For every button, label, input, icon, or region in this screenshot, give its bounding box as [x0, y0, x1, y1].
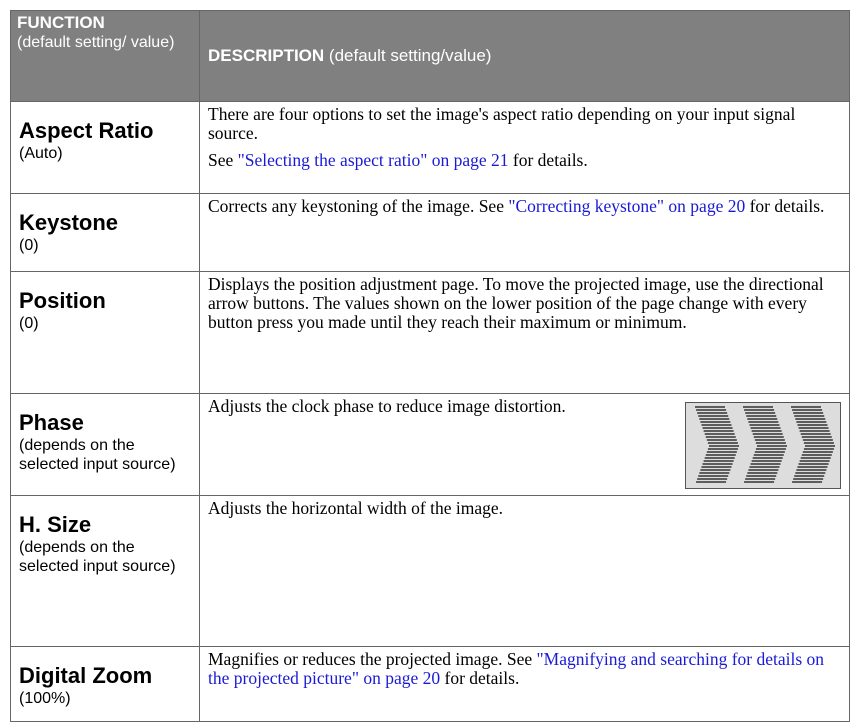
description-paragraph: There are four options to set the image'… — [208, 105, 841, 143]
function-note: (default setting/ value) — [17, 34, 175, 51]
function-name: Position — [19, 288, 106, 313]
function-cell: H. Size (depends on the selected input so… — [10, 495, 200, 647]
description-paragraph: Magnifies or reduces the projected image… — [208, 650, 841, 688]
description-cell: There are four options to set the image'… — [199, 101, 850, 194]
description-header: DESCRIPTION (default setting/value) — [199, 10, 850, 102]
function-cell: Keystone (0) — [10, 193, 200, 272]
function-name: Digital Zoom — [19, 663, 153, 688]
table-row: Digital Zoom (100%) Magnifies or reduces t… — [10, 646, 850, 722]
function-default: (100%) — [19, 690, 71, 707]
description-paragraph: Displays the position adjustment page. T… — [208, 275, 841, 332]
function-cell: Phase (depends on the selected input sour… — [10, 393, 200, 496]
description-cell: Magnifies or reduces the projected image… — [199, 646, 850, 722]
function-name: Aspect Ratio — [19, 118, 154, 143]
table-row: Aspect Ratio (Auto) There are four options… — [10, 101, 850, 194]
description-text: Displays the position adjustment page. T… — [208, 274, 824, 332]
function-default: (0) — [19, 237, 39, 254]
description-text: Magnifies or reduces the projected image… — [208, 649, 537, 669]
table-row: Phase (depends on the selected input sour… — [10, 393, 850, 496]
description-text: See — [208, 150, 238, 170]
description-text: Adjusts the horizontal width of the imag… — [208, 498, 504, 518]
function-default: (depends on the selected input source) — [19, 539, 176, 575]
description-text: Adjusts the clock phase to reduce image … — [208, 396, 566, 416]
table-row: Keystone (0) Corrects any keystoning of th… — [10, 193, 850, 272]
description-paragraph: Corrects any keystoning of the image. Se… — [208, 197, 841, 216]
description-text: for details. — [508, 150, 588, 170]
header-row: FUNCTION (default setting/ value) DESCRIP… — [10, 10, 850, 102]
description-text: for details. — [440, 668, 520, 688]
function-cell: Aspect Ratio (Auto) — [10, 101, 200, 194]
function-cell: Digital Zoom (100%) — [10, 646, 200, 722]
description-title: DESCRIPTION — [208, 46, 325, 65]
function-title: FUNCTION — [17, 13, 105, 32]
description-cell: Displays the position adjustment page. T… — [199, 271, 850, 394]
function-default: (depends on the selected input source) — [19, 437, 176, 473]
page-link: "Magnifying and searching for details on… — [208, 649, 825, 688]
function-name: Keystone — [19, 210, 119, 235]
page-link: "Selecting the aspect ratio" on page 21 — [237, 150, 509, 170]
function-header: FUNCTION (default setting/ value) — [10, 10, 200, 102]
description-cell: Corrects any keystoning of the image. Se… — [199, 193, 850, 272]
page-link: "Correcting keystone" on page 20 — [508, 196, 746, 216]
description-paragraph: Adjusts the horizontal width of the imag… — [208, 499, 841, 518]
function-table: FUNCTION (default setting/ value) DESCRIP… — [10, 10, 850, 722]
description-paragraph: See "Selecting the aspect ratio" on page… — [208, 151, 841, 170]
table-row: Position (0) Displays the position adjustm… — [10, 271, 850, 394]
phase-illustration — [685, 402, 841, 489]
function-name: Phase — [19, 410, 84, 435]
function-default: (Auto) — [19, 145, 63, 162]
description-text: Corrects any keystoning of the image. Se… — [208, 196, 509, 216]
description-text: There are four options to set the image'… — [208, 104, 796, 143]
description-text: for details. — [745, 196, 825, 216]
function-default: (0) — [19, 315, 39, 332]
function-cell: Position (0) — [10, 271, 200, 394]
description-cell: Adjusts the horizontal width of the imag… — [199, 495, 850, 647]
description-cell: Adjusts the clock phase to reduce image … — [199, 393, 850, 496]
table-row: H. Size (depends on the selected input so… — [10, 495, 850, 647]
function-name: H. Size — [19, 512, 92, 537]
description-paragraph: Adjusts the clock phase to reduce image … — [208, 397, 671, 416]
table-body: Aspect Ratio (Auto) There are four options… — [10, 101, 850, 722]
description-note: (default setting/value) — [328, 46, 492, 65]
